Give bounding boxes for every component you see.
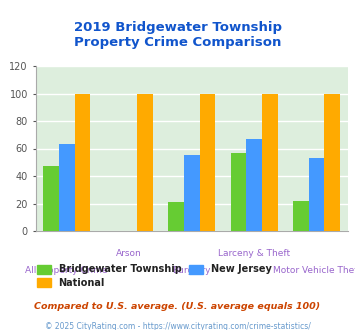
Bar: [309, 158, 324, 231]
Bar: [200, 93, 215, 231]
Bar: [293, 201, 309, 231]
Bar: [246, 139, 262, 231]
Bar: [184, 155, 200, 231]
Bar: [324, 93, 340, 231]
Bar: [231, 152, 246, 231]
Bar: [168, 202, 184, 231]
Text: Motor Vehicle Theft: Motor Vehicle Theft: [273, 266, 355, 275]
Text: 2019 Bridgewater Township
Property Crime Comparison: 2019 Bridgewater Township Property Crime…: [73, 21, 282, 50]
Legend: Bridgewater Township, National, New Jersey: Bridgewater Township, National, New Jers…: [33, 261, 275, 292]
Bar: [59, 145, 75, 231]
Text: Arson: Arson: [116, 249, 142, 258]
Text: Burglary: Burglary: [173, 266, 211, 275]
Bar: [43, 166, 59, 231]
Text: All Property Crime: All Property Crime: [26, 266, 108, 275]
Bar: [262, 93, 278, 231]
Text: Compared to U.S. average. (U.S. average equals 100): Compared to U.S. average. (U.S. average …: [34, 302, 321, 311]
Text: © 2025 CityRating.com - https://www.cityrating.com/crime-statistics/: © 2025 CityRating.com - https://www.city…: [45, 322, 310, 330]
Text: Larceny & Theft: Larceny & Theft: [218, 249, 290, 258]
Bar: [137, 93, 153, 231]
Bar: [75, 93, 90, 231]
